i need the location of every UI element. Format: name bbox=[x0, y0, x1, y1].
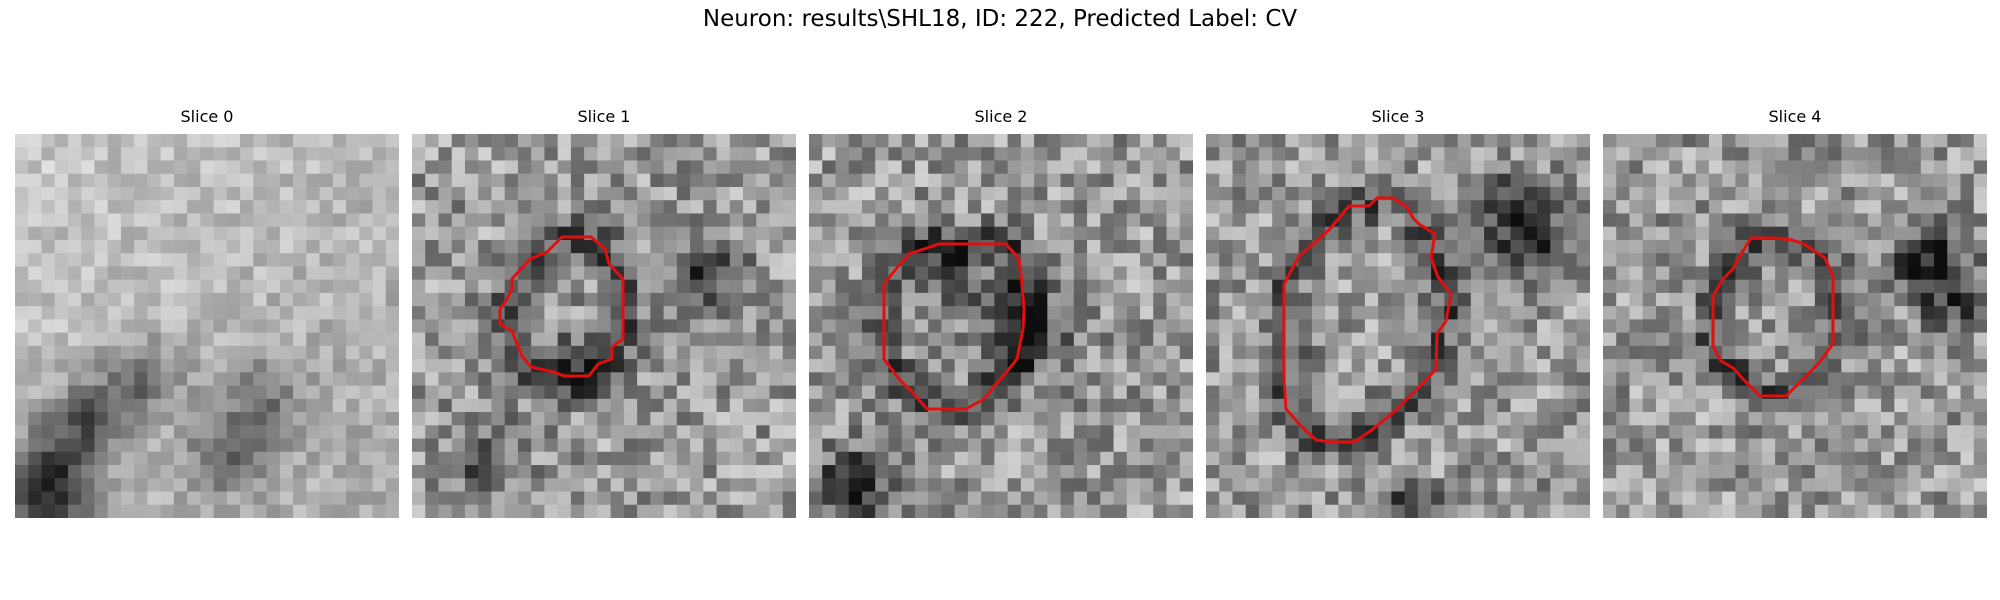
segmentation-contour bbox=[882, 242, 1026, 411]
slice-panel-4: Slice 4 bbox=[1603, 105, 1987, 518]
slice-panel-2: Slice 2 bbox=[809, 105, 1193, 518]
slice-title: Slice 3 bbox=[1371, 107, 1425, 126]
figure-title: Neuron: results\SHL18, ID: 222, Predicte… bbox=[702, 6, 1298, 32]
slice-image bbox=[809, 134, 1193, 518]
slice-panel-3: Slice 3 bbox=[1206, 105, 1590, 518]
slice-title: Slice 4 bbox=[1768, 107, 1822, 126]
segmentation-contour bbox=[1282, 196, 1453, 444]
slice-title: Slice 0 bbox=[180, 107, 234, 126]
slice-image bbox=[15, 134, 399, 518]
slice-panel-1: Slice 1 bbox=[412, 105, 796, 518]
slice-image bbox=[412, 134, 796, 518]
segmentation-contour bbox=[498, 235, 625, 378]
slice-title: Slice 2 bbox=[974, 107, 1028, 126]
slice-image bbox=[1603, 134, 1987, 518]
slice-image bbox=[1206, 134, 1590, 518]
slice-panel-0: Slice 0 bbox=[15, 105, 399, 518]
slice-title: Slice 1 bbox=[577, 107, 631, 126]
segmentation-contour bbox=[1711, 236, 1835, 398]
